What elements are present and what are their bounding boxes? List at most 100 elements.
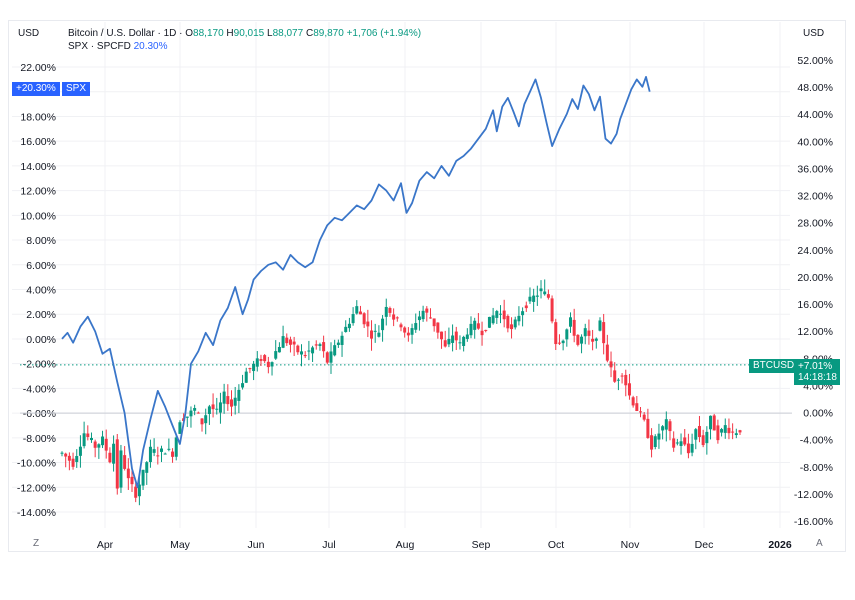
right-axis-tick-label: 20.00%: [797, 272, 833, 284]
candle-body: [484, 329, 488, 331]
auto-scale-button[interactable]: A: [816, 538, 823, 549]
candle-body: [300, 351, 304, 355]
spx-value-badge[interactable]: +20.30%: [12, 82, 60, 96]
right-axis-tick-label: -4.00%: [800, 435, 833, 447]
left-axis-tick-label: 10.00%: [20, 210, 56, 222]
price-change: +1,706 (+1.94%): [346, 28, 422, 39]
candle-body: [141, 469, 145, 486]
candle-body: [432, 318, 436, 327]
candle-body: [602, 322, 606, 344]
candle-body: [123, 455, 127, 469]
spx-label-badge[interactable]: SPX: [62, 82, 91, 96]
candle-body: [480, 330, 484, 336]
candle-body: [554, 322, 558, 345]
left-axis-unit[interactable]: USD: [18, 28, 40, 39]
btc-value-badge[interactable]: +7.01% 14:18:18: [794, 359, 840, 385]
candle-body: [207, 406, 211, 414]
x-axis-tick-label: May: [170, 539, 191, 551]
candle-body: [241, 383, 245, 388]
candle-body: [159, 448, 163, 452]
candle-body: [646, 418, 650, 438]
spx-badge-label: SPX: [66, 83, 87, 94]
candle-body: [506, 315, 510, 329]
candle-body: [635, 403, 639, 412]
candle-body: [226, 396, 230, 405]
candle-body: [296, 345, 300, 353]
candle-body: [653, 436, 657, 448]
candle-body: [712, 415, 716, 431]
left-axis-tick-label: 18.00%: [20, 111, 56, 123]
candle-body: [498, 313, 502, 315]
candle-body: [358, 311, 362, 315]
candle-body: [594, 338, 598, 341]
candle-body: [292, 341, 296, 345]
candle-body: [252, 363, 256, 372]
candle-body: [639, 411, 643, 413]
candle-body: [403, 327, 407, 333]
candle-body: [517, 315, 521, 322]
candle-body: [119, 450, 123, 488]
x-axis-tick-label: Sep: [472, 539, 491, 551]
candle-body: [657, 433, 661, 440]
right-axis-unit[interactable]: USD: [803, 28, 825, 39]
candle-body: [436, 322, 440, 333]
candle-body: [167, 448, 171, 450]
candle-body: [86, 433, 90, 437]
x-axis-tick-label: Jun: [248, 539, 265, 551]
candle-body: [502, 310, 506, 320]
candle-body: [731, 431, 735, 433]
x-axis-tick-label: Aug: [396, 539, 415, 551]
candle-body: [325, 352, 329, 363]
left-axis-tick-label: 16.00%: [20, 136, 56, 148]
candle-body: [233, 397, 237, 406]
left-axis-tick-label: 22.00%: [20, 62, 56, 74]
candle-body: [543, 291, 547, 295]
candle-body: [373, 330, 377, 332]
candle-body: [248, 368, 252, 370]
candle-body: [580, 336, 584, 344]
candle-body: [344, 326, 348, 333]
candle-body: [370, 330, 374, 339]
compare-symbol: SPX · SPCFD: [68, 41, 131, 52]
left-axis-tick-label: -4.00%: [23, 383, 56, 395]
right-axis-tick-label: -12.00%: [794, 489, 833, 501]
candle-body: [576, 334, 580, 345]
candle-body: [720, 429, 724, 433]
right-axis-tick-label: 12.00%: [797, 326, 833, 338]
candle-body: [476, 323, 480, 329]
candle-body: [189, 410, 193, 417]
candle-body: [60, 452, 64, 454]
right-axis-tick-label: 16.00%: [797, 299, 833, 311]
compare-series-legend[interactable]: SPX · SPCFD 20.30%: [68, 41, 168, 52]
candle-body: [524, 305, 528, 309]
candle-body: [510, 324, 514, 330]
candle-body: [546, 294, 550, 298]
ohlc-close: C89,870: [305, 28, 344, 39]
candle-body: [277, 346, 281, 353]
candle-body: [108, 452, 112, 463]
candle-body: [145, 462, 149, 473]
candle-body: [598, 320, 602, 331]
candle-body: [156, 455, 160, 457]
candle-body: [683, 437, 687, 445]
main-symbol: Bitcoin / U.S. Dollar · 1D ·: [68, 28, 183, 39]
btc-label-badge[interactable]: BTCUSD: [749, 359, 799, 373]
right-axis-tick-label: -8.00%: [800, 462, 833, 474]
left-axis-tick-label: -12.00%: [17, 482, 56, 494]
timezone-button[interactable]: Z: [33, 538, 40, 549]
right-axis-tick-label: 52.00%: [797, 55, 833, 67]
candle-body: [410, 328, 414, 335]
right-axis-tick-label: 48.00%: [797, 82, 833, 94]
candle-body: [244, 371, 248, 383]
candle-body: [462, 336, 466, 346]
left-axis-tick-label: 0.00%: [26, 334, 56, 346]
main-series-legend[interactable]: Bitcoin / U.S. Dollar · 1D · O88,170 H90…: [68, 28, 421, 39]
candle-body: [697, 426, 701, 438]
candle-body: [591, 338, 595, 342]
candle-body: [314, 344, 318, 346]
candle-body: [163, 453, 167, 455]
candle-body: [734, 433, 738, 436]
ohlc-open: O88,170: [185, 28, 224, 39]
candle-body: [690, 443, 694, 453]
